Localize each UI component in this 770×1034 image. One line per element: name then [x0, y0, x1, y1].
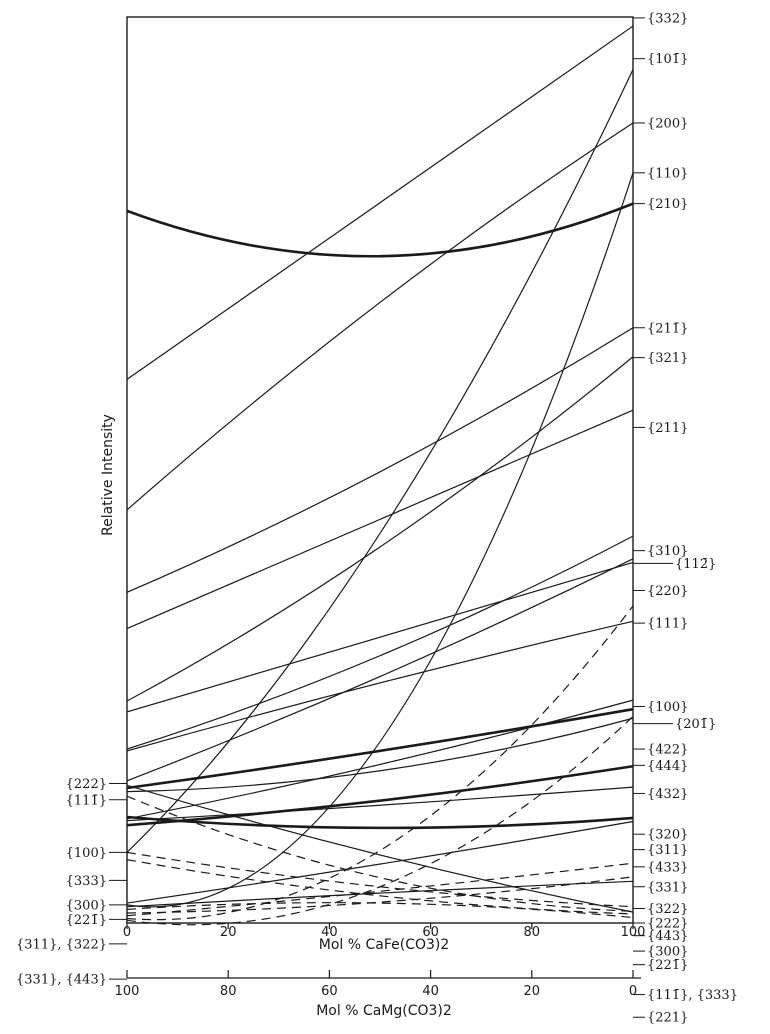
right-label-1: {332} [647, 11, 688, 26]
series-line-14 [126, 699, 634, 820]
right-label-22: {322} [647, 902, 688, 917]
series-line-21 [126, 820, 634, 904]
right-label-21: {331} [647, 880, 688, 895]
right-label-16: {444} [647, 759, 688, 774]
right-label-5: {210} [647, 197, 688, 212]
left-label-6: {221̄} [66, 913, 107, 928]
right-label-26: {221̄} [647, 958, 688, 973]
series-line-6 [126, 327, 634, 593]
right-label-19: {311} [647, 843, 688, 858]
series-line-8 [126, 409, 634, 630]
left-label-4: {333} [66, 874, 107, 889]
series-line-3 [126, 122, 634, 511]
right-label-4: {110} [647, 166, 688, 181]
x-tick-label-1: 0 [123, 925, 131, 940]
axis-layer: 0 20 40 60 80 100 100 80 60 40 20 0 [115, 923, 646, 999]
series-line-28 [126, 902, 634, 919]
x-tick-label-2: 20 [220, 925, 237, 940]
right-label-9: {310} [647, 544, 688, 559]
left-label-8: {331}, {443} [16, 973, 107, 988]
series-line-19 [126, 786, 634, 822]
right-label-27: {111̄}, {333} [647, 988, 738, 1003]
right-label-8: {211} [647, 421, 688, 436]
x-tick-label-4: 60 [422, 925, 439, 940]
series-line-1 [126, 25, 634, 380]
x2-tick-label-2: 80 [220, 984, 237, 999]
series-line-15 [126, 707, 634, 790]
left-label-5: {300} [66, 898, 107, 913]
x-axis-title-secondary: Mol % CaMg(CO3)2 [316, 1003, 452, 1019]
series-line-7 [126, 356, 634, 702]
series-line-17 [126, 717, 634, 793]
right-label-14: {201̄} [675, 717, 716, 732]
x2-tick-label-6: 0 [629, 984, 637, 999]
series-line-22 [126, 862, 634, 917]
right-label-18: {320} [647, 828, 688, 843]
labels-layer: {332} {101̄} {200} {110} {210} {211̄} {321} {21… [16, 11, 738, 1025]
right-label-7: {321} [647, 351, 688, 366]
series-line-11 [126, 561, 634, 713]
series-line-5 [126, 202, 634, 258]
x2-tick-label-3: 60 [321, 984, 338, 999]
right-label-6: {211̄} [647, 321, 688, 336]
right-label-25: {300} [647, 945, 688, 960]
series-line-10 [126, 558, 634, 782]
right-label-28: {221} [647, 1011, 688, 1026]
series-line-13 [126, 620, 634, 752]
left-label-3: {100} [66, 846, 107, 861]
right-label-24: {443} [647, 929, 688, 944]
series-line-9 [126, 535, 634, 750]
plot-frame [126, 16, 634, 924]
y-axis-title: Relative Intensity [100, 414, 116, 536]
right-label-3: {200} [647, 117, 688, 132]
right-label-13: {100} [647, 700, 688, 715]
x2-tick-label-4: 40 [422, 984, 439, 999]
left-label-2: {111̄} [66, 793, 107, 808]
right-label-20: {433} [647, 860, 688, 875]
series-line-27 [126, 858, 634, 915]
series-line-26 [126, 795, 634, 912]
left-label-7: {311}, {322} [16, 937, 107, 952]
left-label-1: {222} [66, 777, 107, 792]
series-layer [126, 25, 634, 926]
series-line-29 [126, 851, 634, 908]
x-axis-title: Mol % CaFe(CO3)2 [319, 937, 450, 953]
x2-tick-label-5: 20 [524, 984, 541, 999]
right-label-12: {111} [647, 617, 688, 632]
series-line-20 [126, 815, 634, 830]
right-label-10: {112̄} [675, 557, 716, 572]
right-label-23: {222} [647, 917, 688, 932]
x-tick-label-5: 80 [524, 925, 541, 940]
x-tick-label-3: 40 [321, 925, 338, 940]
x2-tick-label-1: 100 [115, 984, 140, 999]
series-line-23 [126, 784, 634, 913]
series-line-2 [126, 69, 634, 853]
right-label-17: {432} [647, 787, 688, 802]
series-line-24 [126, 876, 634, 914]
right-label-11: {220} [647, 584, 688, 599]
right-label-2: {101̄} [647, 52, 688, 67]
series-line-18 [126, 764, 634, 827]
series-line-4 [126, 172, 634, 908]
series-line-25 [126, 880, 634, 908]
right-label-15: {422} [647, 743, 688, 758]
x-tick-label-6: 100 [621, 925, 646, 940]
